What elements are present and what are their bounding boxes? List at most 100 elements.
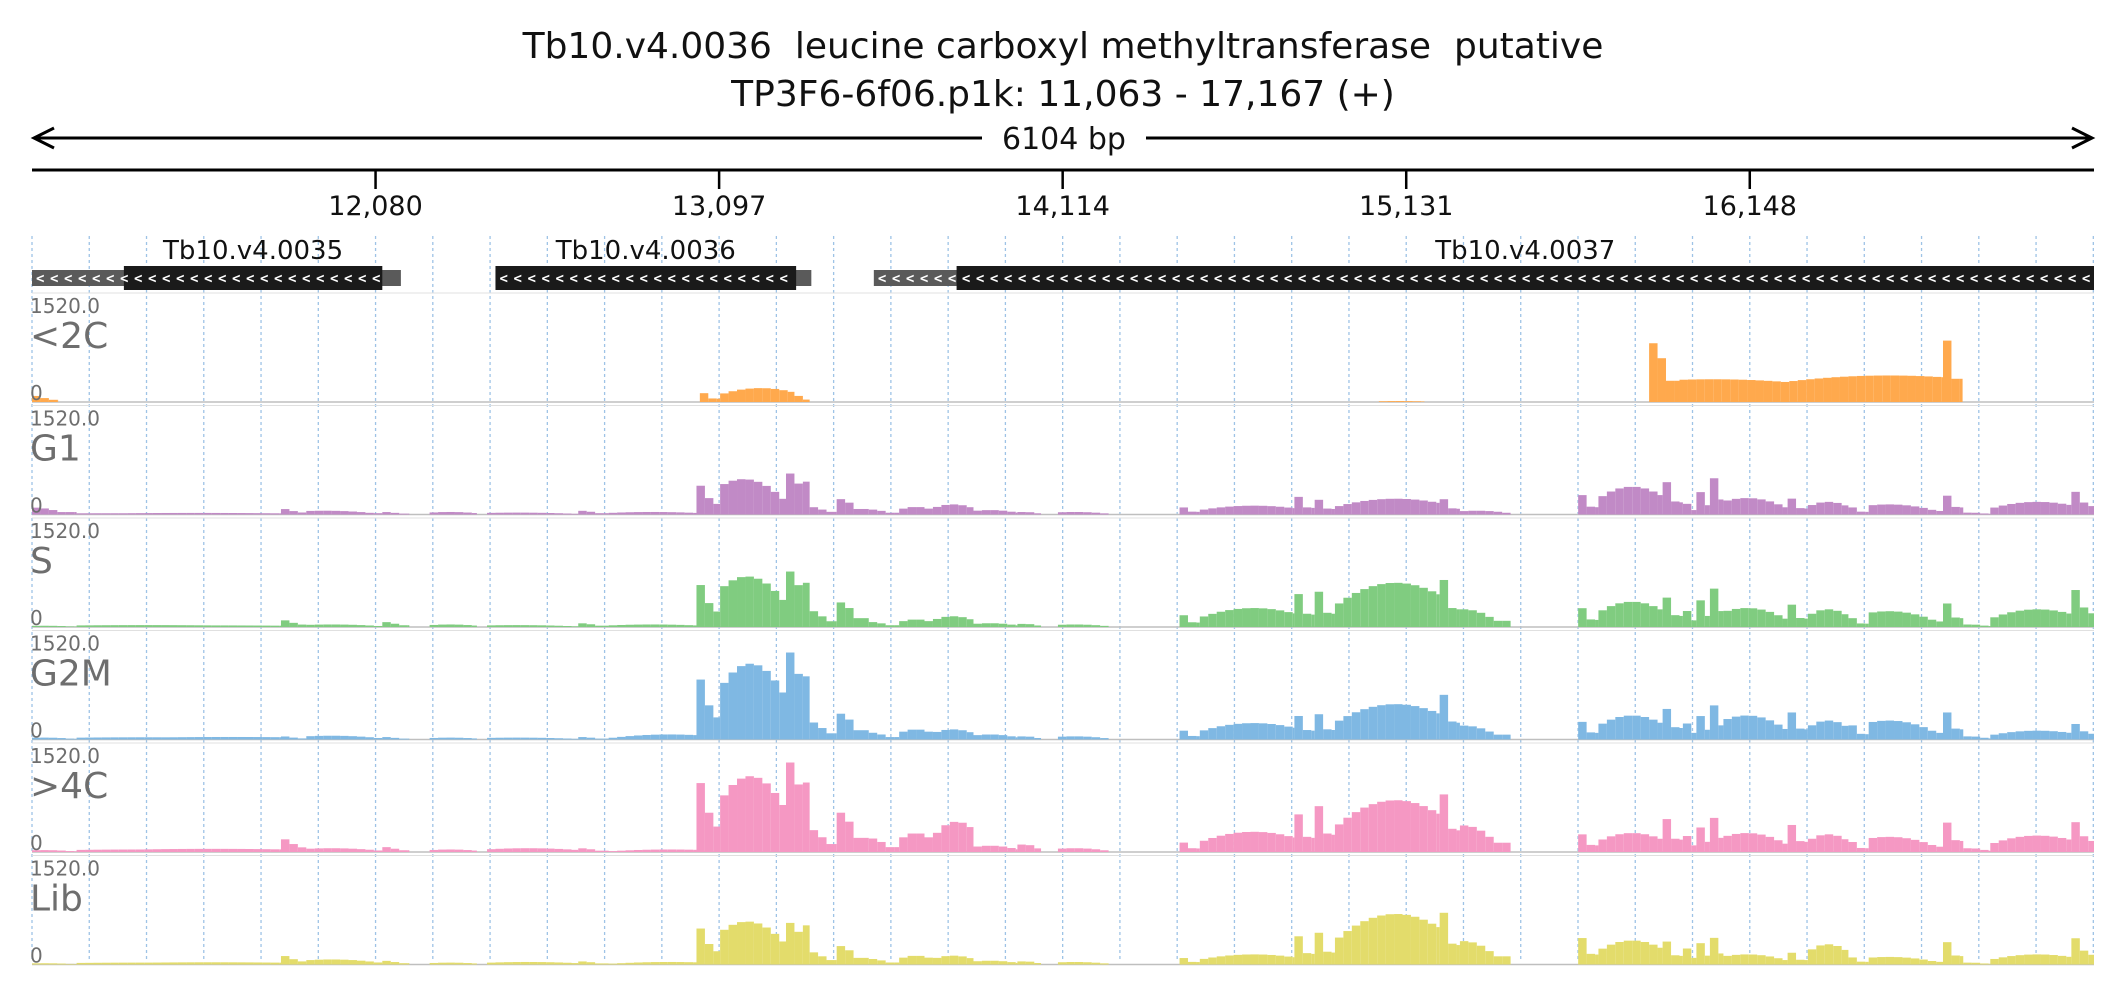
coverage-bar <box>2016 955 2024 964</box>
strand-chevron: < <box>681 271 689 287</box>
coverage-bar <box>391 624 399 627</box>
coverage-bar <box>1386 583 1394 627</box>
coverage-bar <box>2016 611 2024 627</box>
coverage-bar <box>595 963 603 964</box>
coverage-track: 1520.00S <box>30 518 2094 630</box>
coverage-bar <box>1936 847 1943 852</box>
coverage-bar <box>700 393 708 402</box>
coverage-bar <box>1276 956 1284 965</box>
strand-chevron: < <box>1088 271 1096 287</box>
coverage-bar <box>810 952 818 964</box>
coverage-bar <box>1234 833 1242 852</box>
coverage-bar <box>924 621 932 627</box>
coverage-bar <box>595 626 603 627</box>
coverage-bar <box>1990 843 1998 852</box>
strand-chevron: < <box>892 271 900 287</box>
coverage-bar <box>1774 504 1782 514</box>
coverage-bar <box>1891 375 1899 402</box>
coverage-bar <box>1460 511 1468 514</box>
coverage-bar <box>472 963 477 964</box>
coverage-bar <box>1788 499 1796 515</box>
coverage-bar <box>1360 808 1368 852</box>
coverage-bar <box>1460 941 1468 964</box>
coverage-bar <box>1951 956 1959 965</box>
coverage-bar <box>1016 963 1018 965</box>
coverage-bar <box>1683 836 1691 852</box>
coverage-bar <box>1943 341 1951 402</box>
strand-chevron: < <box>1508 271 1516 287</box>
coverage-bar <box>1352 812 1360 852</box>
coverage-bar <box>571 963 578 964</box>
coverage-bar <box>713 612 720 627</box>
strand-chevron: < <box>120 271 128 287</box>
coverage-bar <box>1919 508 1927 515</box>
coverage-bar <box>1468 726 1476 739</box>
coverage-bar <box>546 626 554 627</box>
coverage-bar <box>705 498 713 514</box>
coverage-bar <box>1757 717 1765 739</box>
coverage-bar <box>1869 838 1877 852</box>
strand-chevron: < <box>1424 271 1432 287</box>
coverage-bar <box>1723 836 1731 852</box>
strand-chevron: < <box>1004 271 1012 287</box>
track-min-label: 0 <box>30 831 43 855</box>
coverage-bar <box>438 738 446 740</box>
coverage-bar <box>899 732 907 740</box>
coverage-bar <box>1494 735 1502 740</box>
coverage-bar <box>1225 725 1233 740</box>
coverage-bar <box>999 511 1007 515</box>
coverage-bar <box>1766 612 1774 627</box>
coverage-bar <box>642 735 650 740</box>
coverage-bar <box>306 960 314 964</box>
coverage-bar <box>1242 723 1250 739</box>
coverage-bar <box>617 737 625 740</box>
coverage-bar <box>1034 963 1041 965</box>
coverage-bar <box>178 849 186 852</box>
coverage-bar <box>982 961 990 965</box>
coverage-bar <box>119 513 127 514</box>
coverage-bar <box>1460 609 1468 627</box>
coverage-bar <box>967 827 974 852</box>
coverage-bar <box>1377 915 1385 964</box>
coverage-bar <box>973 961 981 964</box>
coverage-bar <box>587 738 595 740</box>
strand-chevron: < <box>1942 271 1950 287</box>
coverage-bar <box>1457 509 1460 515</box>
coverage-bar <box>1757 610 1765 627</box>
coverage-bar <box>77 738 85 740</box>
coverage-bar <box>1951 840 1959 852</box>
coverage-bar <box>1683 611 1691 627</box>
coverage-bar <box>563 963 571 965</box>
coverage-bar <box>754 665 762 739</box>
coverage-bar <box>877 960 885 964</box>
coverage-bar <box>729 673 737 740</box>
coverage-bar <box>153 737 161 739</box>
coverage-bar <box>2024 836 2032 852</box>
coverage-bar <box>487 849 495 852</box>
coverage-bar <box>1386 914 1394 964</box>
coverage-bar <box>1369 804 1377 852</box>
coverage-bar <box>886 513 894 515</box>
coverage-bar <box>685 735 693 740</box>
strand-chevron: < <box>1564 271 1572 287</box>
coverage-bar <box>1217 612 1225 627</box>
coverage-bar <box>899 958 907 965</box>
strand-chevron: < <box>878 271 886 287</box>
coverage-bar <box>2041 731 2049 740</box>
coverage-bar <box>1315 806 1323 852</box>
coverage-bar <box>430 850 438 852</box>
coverage-bar <box>1598 496 1606 514</box>
coverage-bar <box>1999 506 2007 515</box>
strand-chevron: < <box>1858 271 1866 287</box>
coverage-bar <box>1180 615 1188 627</box>
coverage-bar <box>803 400 810 402</box>
coverage-bar <box>49 850 57 852</box>
coverage-bar <box>281 509 289 514</box>
coverage-bar <box>57 512 65 514</box>
coverage-bar <box>408 850 410 852</box>
coverage-bar <box>93 513 101 514</box>
coverage-bar <box>446 963 454 965</box>
coverage-bar <box>374 738 382 740</box>
coverage-bar <box>289 959 297 964</box>
strand-chevron: < <box>639 271 647 287</box>
